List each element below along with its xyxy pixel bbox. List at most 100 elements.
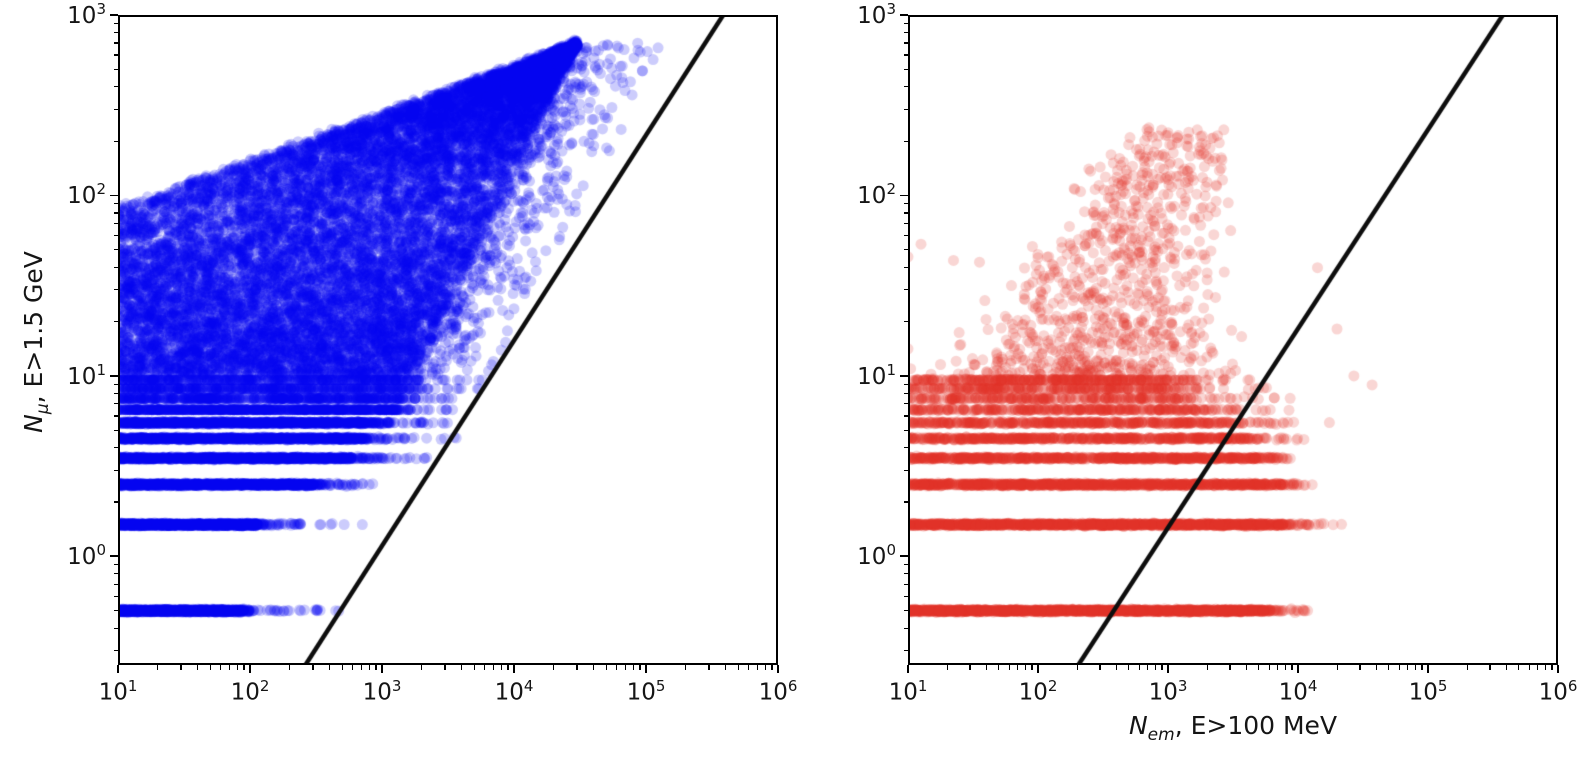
y-minor-tick [903,42,908,44]
y-minor-tick [903,403,908,405]
y-minor-tick [113,266,118,268]
y-tick-label: 100 [67,541,106,571]
x-minor-tick [1551,665,1553,670]
x-minor-tick [1291,665,1293,670]
y-minor-tick [113,140,118,142]
y-minor-tick [903,573,908,575]
y-minor-tick [903,447,908,449]
y-minor-tick [903,469,908,471]
y-minor-tick [113,234,118,237]
y-tick-label: 101 [67,360,106,390]
y-minor-tick [903,501,908,503]
y-minor-tick [113,68,118,70]
x-minor-tick [1414,665,1416,670]
x-tick-label: 104 [1278,677,1318,706]
y-minor-tick [903,564,908,566]
x-major-tick [513,665,515,673]
x-minor-tick [1031,665,1033,670]
x-minor-tick [632,665,634,670]
x-tick-label: 106 [1538,677,1578,706]
x-minor-tick [1268,665,1270,670]
x-minor-tick [492,665,495,670]
x-minor-tick [341,665,343,670]
x-minor-tick [1206,665,1208,670]
x-minor-tick [1229,665,1231,670]
y-minor-tick [113,447,118,449]
x-minor-tick [592,665,595,670]
x-minor-tick [352,665,354,670]
x-major-tick [777,665,779,673]
x-minor-tick [1518,665,1520,670]
x-minor-tick [289,665,291,670]
x-minor-tick [685,665,687,670]
x-minor-tick [724,665,727,670]
x-minor-tick [771,665,773,670]
y-minor-tick [903,31,908,34]
y-minor-tick [113,415,118,417]
y-minor-tick [113,289,118,291]
x-tick-label: 105 [626,677,666,706]
x-major-tick [645,665,647,673]
x-tick-label: 103 [1148,677,1188,706]
x-minor-tick [969,665,971,670]
y-minor-tick [113,212,118,214]
y-tick-label: 103 [857,0,896,29]
x-minor-tick [1258,665,1260,670]
x-minor-tick [1076,665,1078,670]
x-minor-tick [946,665,948,670]
x-minor-tick [1147,665,1149,670]
x-minor-tick [764,665,766,670]
y-tick-label: 103 [67,0,106,29]
y-minor-tick [113,108,118,110]
y-minor-tick [903,392,908,394]
x-minor-tick [553,665,555,670]
y-minor-tick [113,42,118,44]
x-tick-label: 105 [1408,677,1448,706]
x-major-tick [1427,665,1429,673]
y-minor-tick [903,203,908,205]
x-minor-tick [1008,665,1010,670]
x-minor-tick [1375,665,1377,670]
x-minor-tick [1537,665,1539,670]
x-major-tick [1037,665,1039,673]
y-minor-tick [113,249,118,251]
x-minor-tick [460,665,463,670]
y-minor-tick [113,320,118,323]
x-tick-label: 102 [230,677,270,706]
x-tick-label: 101 [888,677,928,706]
y-minor-tick [903,610,908,612]
y-minor-tick [113,31,118,34]
x-major-tick [249,665,251,673]
y-minor-tick [113,54,118,56]
x-minor-tick [500,665,502,670]
x-minor-tick [236,665,238,670]
y-major-tick [110,14,118,16]
y-axis-label: Nμ, E>1.5 GeV [19,251,53,433]
y-minor-tick [903,68,908,70]
y-major-tick [110,555,118,558]
y-minor-tick [113,583,118,585]
x-tick-label: 103 [362,677,402,706]
y-minor-tick [113,595,118,597]
x-major-tick [1557,665,1559,673]
y-minor-tick [903,415,908,417]
x-tick-label: 102 [1018,677,1058,706]
y-minor-tick [113,429,118,431]
x-minor-tick [360,665,363,670]
y-minor-tick [113,403,118,405]
y-minor-tick [903,320,908,323]
x-major-tick [907,665,909,673]
x-minor-tick [1505,665,1507,670]
x-minor-tick [507,665,509,670]
y-major-tick [110,375,118,377]
y-minor-tick [903,86,908,88]
x-minor-tick [1277,665,1279,670]
x-minor-tick [312,665,314,670]
x-minor-tick [756,665,759,670]
y-minor-tick [903,595,908,597]
y-minor-tick [903,383,908,385]
x-minor-tick [708,665,710,670]
y-minor-tick [903,108,908,110]
x-minor-tick [748,665,750,670]
